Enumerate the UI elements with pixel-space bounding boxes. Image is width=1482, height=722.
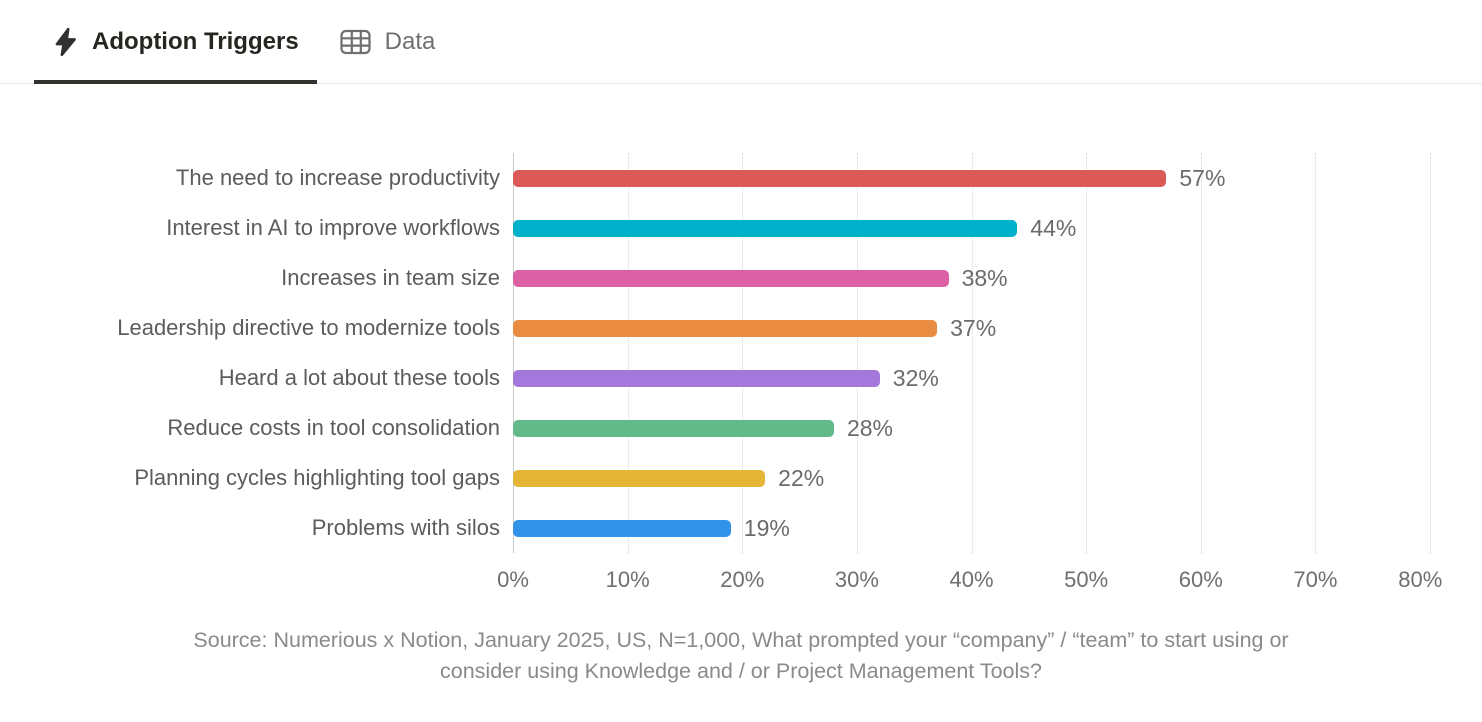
gridline xyxy=(1315,153,1317,553)
tab-data[interactable]: Data xyxy=(321,0,454,83)
chart-area: The need to increase productivity 57% Inte… xyxy=(0,84,1482,597)
x-axis-tick-label: 30% xyxy=(834,567,879,592)
bar-row: Reduce costs in tool consolidation 28% xyxy=(167,403,1430,453)
bars-container: The need to increase productivity 57% Inte… xyxy=(117,153,1430,553)
bar xyxy=(513,269,949,287)
bar-row: The need to increase productivity 57% xyxy=(176,153,1430,203)
tab-label: Data xyxy=(384,27,436,55)
x-axis-tick-label: 60% xyxy=(1178,567,1223,592)
x-axis-tick-label: 20% xyxy=(720,567,765,592)
source-line-1: Source: Numerious x Notion, January 2025… xyxy=(193,628,1289,652)
bar-row: Planning cycles highlighting tool gaps 22… xyxy=(134,453,1430,503)
bar-row: Increases in team size 38% xyxy=(281,253,1430,303)
bar-row: Problems with silos 19% xyxy=(312,503,1430,553)
gridline xyxy=(742,153,744,553)
value-label: 44% xyxy=(1030,214,1077,241)
bar-row: Heard a lot about these tools 32% xyxy=(219,353,1430,403)
value-label: 28% xyxy=(846,414,893,441)
active-tab-underline xyxy=(34,80,317,84)
chart-widget: Adoption Triggers Data The need to incre… xyxy=(0,0,1482,687)
x-axis-tick-label: 0% xyxy=(497,567,529,592)
plot-area: The need to increase productivity 57% Inte… xyxy=(117,153,1431,553)
category-label: Increases in team size xyxy=(281,265,500,290)
category-label: Problems with silos xyxy=(311,515,500,540)
tab-label: Adoption Triggers xyxy=(92,27,299,55)
value-label: 19% xyxy=(743,514,790,541)
category-label: Interest in AI to improve workflows xyxy=(166,215,500,240)
category-label: Heard a lot about these tools xyxy=(218,365,500,390)
category-label: Reduce costs in tool consolidation xyxy=(167,415,500,440)
gridline xyxy=(1086,153,1088,553)
value-label: 38% xyxy=(961,264,1008,291)
bar xyxy=(513,369,880,387)
x-axis-tick-label: 80% xyxy=(1398,567,1443,592)
category-label: The need to increase productivity xyxy=(175,165,500,190)
x-axis-tick-label: 10% xyxy=(605,567,650,592)
gridline xyxy=(971,153,973,553)
bar xyxy=(513,169,1167,187)
category-label: Leadership directive to modernize tools xyxy=(117,315,500,340)
source-line-2: consider using Knowledge and / or Projec… xyxy=(440,659,1042,683)
gridline xyxy=(856,153,858,553)
bar-row: Leadership directive to modernize tools 3… xyxy=(117,303,1430,353)
gridline xyxy=(1200,153,1202,553)
x-axis: 0% 10% 20% 30% 40% 50% 60% 70% 80% xyxy=(497,553,1442,597)
bar xyxy=(513,519,731,537)
bar xyxy=(513,419,834,437)
x-axis-tick-label: 50% xyxy=(1064,567,1109,592)
bar xyxy=(513,319,938,337)
axis-line xyxy=(513,153,514,553)
gridline xyxy=(627,153,629,553)
lightning-bolt-icon xyxy=(52,27,79,57)
gridline xyxy=(1430,153,1431,553)
category-label: Planning cycles highlighting tool gaps xyxy=(134,465,500,490)
source-note: Source: Numerious x Notion, January 2025… xyxy=(0,625,1482,687)
tab-bar: Adoption Triggers Data xyxy=(0,0,1482,84)
x-axis-tick-label: 40% xyxy=(949,567,994,592)
grid-layer xyxy=(513,153,1431,553)
tab-adoption-triggers[interactable]: Adoption Triggers xyxy=(34,0,317,84)
bar-row: Interest in AI to improve workflows 44% xyxy=(166,203,1430,253)
value-label: 37% xyxy=(950,314,997,341)
value-label: 22% xyxy=(778,464,825,491)
bar xyxy=(513,219,1018,237)
value-label: 57% xyxy=(1179,164,1226,191)
value-label: 32% xyxy=(892,364,939,391)
bar xyxy=(513,469,766,487)
data-table-icon xyxy=(339,27,372,57)
x-axis-tick-label: 70% xyxy=(1293,567,1338,592)
